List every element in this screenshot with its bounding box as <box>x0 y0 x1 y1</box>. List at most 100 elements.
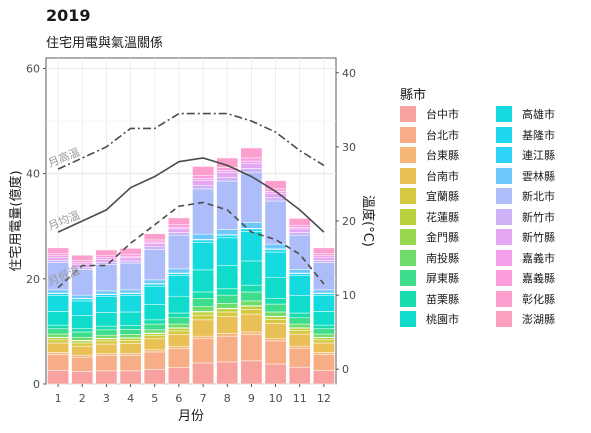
bar-segment <box>95 294 118 297</box>
bar-segment <box>119 311 142 326</box>
bar-segment <box>264 298 287 305</box>
bar-segment <box>216 180 239 230</box>
bar-segment <box>216 308 239 313</box>
bar-segment <box>216 333 239 337</box>
bar-segment <box>143 335 166 340</box>
bar-segment <box>71 328 94 333</box>
bar-segment <box>240 168 263 173</box>
legend-swatch <box>496 311 512 327</box>
bar-segment <box>95 264 118 292</box>
bar-segment <box>240 334 263 362</box>
bar-segment <box>216 172 239 178</box>
bar-segment <box>168 224 190 228</box>
legend-item: 南投縣 <box>400 248 459 268</box>
x-tick-label: 6 <box>175 392 182 405</box>
bar-segment <box>95 340 118 345</box>
bar-segment <box>95 353 118 356</box>
legend-item: 台東縣 <box>400 145 459 165</box>
bar-segment <box>143 349 166 353</box>
legend-swatch <box>400 229 416 245</box>
bar-segment <box>264 311 287 317</box>
bar-segment <box>192 291 214 299</box>
bar-segment <box>264 243 287 250</box>
y2-axis-title: 溫度(°C) <box>360 195 376 247</box>
x-tick-label: 7 <box>200 392 207 405</box>
bar-segment <box>264 340 287 365</box>
bar-segment <box>71 345 94 356</box>
bar-segment <box>168 234 190 270</box>
x-tick-label: 11 <box>293 392 307 405</box>
bar-segment <box>240 157 263 162</box>
bar-segment <box>216 170 239 173</box>
legend-label: 澎湖縣 <box>522 313 555 326</box>
bar-segment <box>192 314 214 321</box>
y-tick-label: 60 <box>26 63 40 76</box>
bar-segment <box>313 328 335 335</box>
bar-segment <box>240 284 263 293</box>
bar-segment <box>168 346 190 350</box>
y-axis-title: 住宅用電量(億度) <box>8 170 24 271</box>
bar-segment <box>313 257 335 261</box>
x-tick-label: 8 <box>224 392 231 405</box>
bar-segment <box>168 312 190 318</box>
bar-segment <box>313 342 335 353</box>
bar-segment <box>143 239 166 243</box>
bar-segment <box>192 242 214 271</box>
bar-segment <box>71 336 94 341</box>
bar-segment <box>192 175 214 179</box>
bar-segment <box>168 328 190 332</box>
bar-segment <box>95 343 118 354</box>
bar-segment <box>168 367 190 385</box>
bar-segment <box>192 166 214 176</box>
bar-segment <box>71 300 94 316</box>
legend-swatch <box>400 126 416 143</box>
bar-segment <box>143 351 166 370</box>
bar-segment <box>168 317 190 325</box>
bar-segment <box>216 335 239 363</box>
y2-tick-label: 10 <box>342 289 356 302</box>
bar-segment <box>47 352 69 355</box>
bar-segment <box>119 257 142 262</box>
bar-segment <box>264 338 287 342</box>
bar-segment <box>192 362 214 385</box>
temperature-line <box>57 112 325 170</box>
bar-segment <box>95 259 118 263</box>
legend-label: 苗栗縣 <box>426 292 459 306</box>
bar-segment <box>119 247 142 249</box>
bar-segment <box>288 317 311 325</box>
legend-swatch <box>496 126 512 143</box>
bar-segment <box>95 290 118 295</box>
bar-segment <box>71 342 94 347</box>
bar-segment <box>240 160 263 164</box>
temperature-line <box>57 157 325 233</box>
bar-segment <box>143 285 166 305</box>
bar-segment <box>119 295 142 313</box>
legend-label: 高雄市 <box>522 108 555 121</box>
plot-panel <box>45 57 337 385</box>
bar-segment <box>168 217 190 219</box>
legend-swatch <box>496 229 512 245</box>
bar-segment <box>313 354 335 371</box>
legend-swatch <box>400 188 416 204</box>
legend-label: 嘉義市 <box>522 251 555 265</box>
bar-segment <box>192 233 214 240</box>
legend-swatch <box>496 249 512 266</box>
bar-segment <box>240 260 263 286</box>
bar-segment <box>313 333 335 338</box>
legend-swatch <box>400 311 416 327</box>
bar-segment <box>168 330 190 335</box>
x-tick-label: 9 <box>248 392 255 405</box>
bar-segment <box>47 295 69 312</box>
x-tick-label: 3 <box>103 392 110 405</box>
bar-segment <box>143 283 166 287</box>
bar-segment <box>168 268 190 274</box>
bar-segment <box>288 275 311 296</box>
bar-segment <box>119 325 142 330</box>
bar-segment <box>47 342 69 353</box>
bar-segment <box>264 277 287 299</box>
legend-label: 桃園市 <box>426 313 459 326</box>
bar-segment <box>192 338 214 364</box>
x-tick-label: 2 <box>79 392 86 405</box>
bar-segment <box>168 232 190 236</box>
legend-item: 花蓮縣 <box>400 207 459 227</box>
